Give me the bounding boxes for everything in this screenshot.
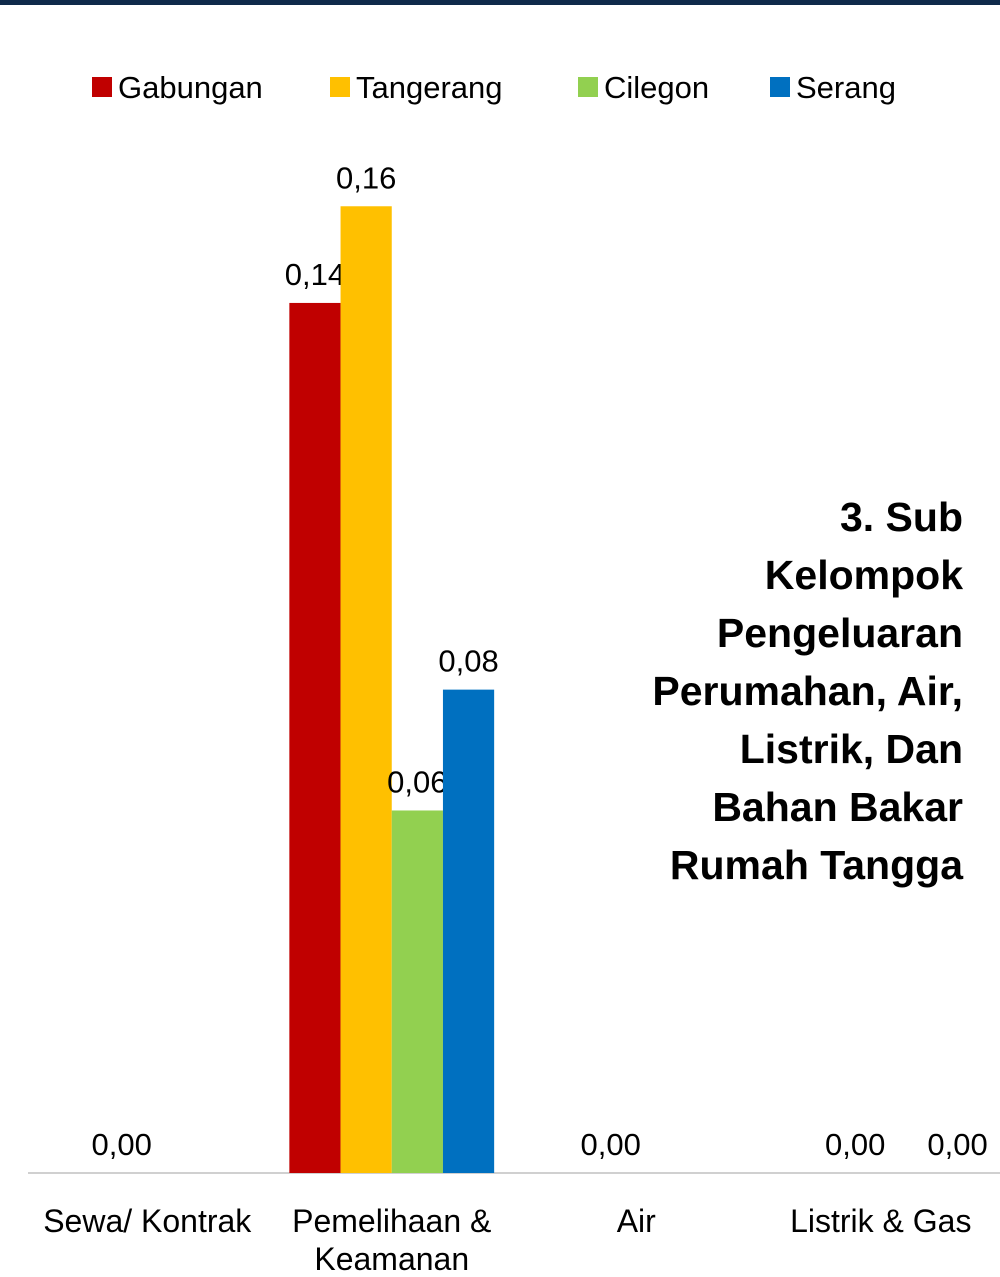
data-label: 0,00 bbox=[580, 1127, 640, 1162]
legend-swatch bbox=[770, 77, 790, 97]
x-tick-label: Sewa/ Kontrak bbox=[43, 1203, 252, 1239]
data-label: 0,08 bbox=[438, 644, 498, 679]
data-label: 0,00 bbox=[825, 1127, 885, 1162]
data-label: 0,00 bbox=[91, 1127, 151, 1162]
legend-swatch bbox=[578, 77, 598, 97]
legend-label: Tangerang bbox=[356, 70, 503, 105]
bar bbox=[340, 206, 392, 1173]
x-tick-label: Listrik & Gas bbox=[790, 1203, 972, 1239]
bar bbox=[391, 810, 443, 1173]
data-label: 0,06 bbox=[387, 764, 447, 799]
data-label: 0,16 bbox=[336, 160, 396, 195]
legend-swatch bbox=[330, 77, 350, 97]
x-tick-label: Pemelihaan & Keamanan bbox=[292, 1203, 492, 1277]
data-label: 0,00 bbox=[927, 1127, 987, 1162]
chart-title: 3. Sub Kelompok Pengeluaran Perumahan, A… bbox=[652, 494, 963, 888]
legend-swatch bbox=[92, 77, 112, 97]
data-label: 0,14 bbox=[285, 257, 345, 292]
legend-label: Gabungan bbox=[118, 70, 263, 105]
x-tick-label: Air bbox=[616, 1203, 656, 1239]
legend-label: Cilegon bbox=[604, 70, 709, 105]
legend-label: Serang bbox=[796, 70, 896, 105]
bar bbox=[442, 689, 495, 1173]
top-band bbox=[0, 0, 1000, 5]
bar bbox=[289, 302, 341, 1173]
